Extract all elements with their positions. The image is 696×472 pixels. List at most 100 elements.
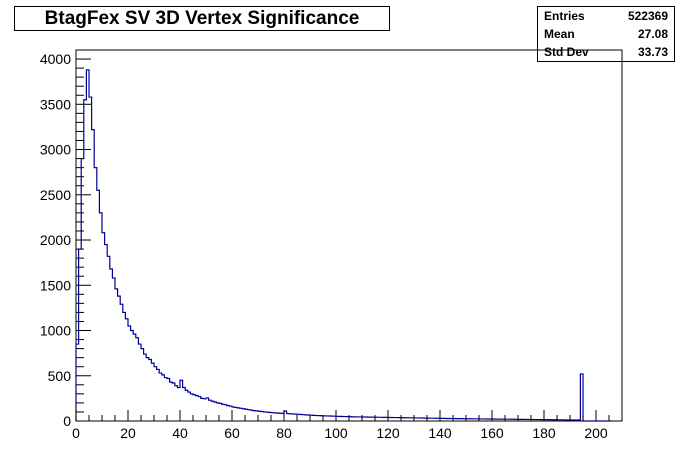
y-tick-label: 4000 [40, 51, 71, 67]
histogram-bin [396, 418, 399, 421]
y-tick-label: 2500 [40, 187, 71, 203]
x-tick-label: 40 [172, 425, 188, 441]
histogram-bin [497, 419, 500, 421]
histogram-bin [365, 417, 368, 421]
histogram-bin [172, 383, 175, 421]
histogram-bin [471, 419, 474, 421]
stats-entries-label: Entries [544, 9, 585, 23]
histogram-bin [456, 419, 459, 421]
stats-row-std: Std Dev 33.73 [538, 43, 674, 61]
y-tick-label: 500 [48, 368, 72, 384]
histogram-bin [289, 414, 292, 421]
histogram-bin [578, 420, 581, 421]
histogram-bin [339, 416, 342, 421]
histogram-bin [539, 420, 542, 421]
histogram-bin [573, 420, 576, 421]
histogram-bin [318, 416, 321, 421]
histogram-bin [131, 331, 134, 421]
histogram-bin [393, 418, 396, 421]
histogram-bin [99, 213, 102, 421]
y-tick-label: 3500 [40, 96, 71, 112]
histogram-bin [146, 358, 149, 421]
x-tick-label: 180 [532, 425, 556, 441]
histogram-bin [198, 397, 201, 421]
histogram-bin [248, 410, 251, 421]
histogram-bin [370, 417, 373, 421]
histogram-bin [159, 373, 162, 421]
y-tick-label: 0 [63, 413, 71, 429]
histogram-bin [188, 392, 191, 421]
histogram-bin [86, 70, 89, 421]
histogram-bin [279, 413, 282, 421]
histogram-bin [313, 415, 316, 421]
histogram-bin [565, 420, 568, 421]
histogram-bin [482, 419, 485, 421]
histogram-bin [102, 233, 105, 421]
histogram-bin [562, 420, 565, 421]
histogram-bin [430, 418, 433, 421]
histogram-bin [315, 416, 318, 421]
stats-std-label: Std Dev [544, 45, 589, 59]
histogram-bin [118, 296, 121, 421]
histogram-bin [508, 419, 511, 421]
histogram-bin [167, 378, 170, 421]
histogram-series-line [75, 69, 612, 422]
histogram-bin [227, 406, 230, 421]
histogram-bin [112, 278, 115, 421]
histogram-bin [526, 419, 529, 421]
plot-frame [75, 49, 623, 422]
histogram-bin [536, 420, 539, 421]
histogram-bin [287, 414, 290, 421]
histogram-bin [240, 408, 243, 421]
histogram-bin [224, 405, 227, 421]
histogram-bin [500, 419, 503, 421]
histogram-bin [367, 417, 370, 421]
histogram-bin [92, 130, 95, 421]
histogram-bin [344, 417, 347, 421]
histogram-bin [469, 419, 472, 421]
histogram-bin [448, 418, 451, 421]
histogram-bin [549, 420, 552, 421]
histogram-bin [575, 420, 578, 421]
x-tick-label: 120 [376, 425, 400, 441]
histogram-bin [484, 419, 487, 421]
histogram-bin [185, 390, 188, 421]
histogram-bin [292, 414, 295, 421]
histogram-bin [164, 378, 167, 421]
histogram-bin [235, 407, 238, 421]
histogram-bin [274, 413, 277, 421]
histogram-bin [128, 326, 131, 421]
histogram-bin [534, 420, 537, 421]
histogram-bin [76, 344, 79, 421]
histogram-bin [211, 401, 214, 421]
histogram-bin [162, 375, 165, 421]
histogram-bin [175, 386, 178, 421]
stats-std-value: 33.73 [637, 45, 668, 59]
y-tick-label: 1500 [40, 277, 71, 293]
histogram-bin [378, 417, 381, 421]
histogram-bin [435, 418, 438, 421]
histogram-bin [328, 416, 331, 421]
x-tick-label: 60 [224, 425, 240, 441]
histogram-bin [487, 419, 490, 421]
histogram-bin [404, 418, 407, 421]
y-tick-label: 2000 [40, 232, 71, 248]
histogram-bin [157, 369, 160, 421]
histogram-bin [97, 190, 100, 421]
histogram-bin [154, 367, 157, 421]
histogram-bin [523, 419, 526, 421]
x-tick-label: 80 [276, 425, 292, 441]
histogram-bin [513, 419, 516, 421]
x-tick-label: 200 [584, 425, 608, 441]
stats-entries-value: 522369 [627, 9, 668, 23]
histogram-bin [432, 418, 435, 421]
histogram-bin [383, 417, 386, 421]
stats-mean-label: Mean [544, 27, 575, 41]
histogram-bin [81, 159, 84, 421]
histogram-bin [300, 414, 303, 421]
x-tick-label: 140 [428, 425, 452, 441]
histogram-bin [253, 411, 256, 421]
histogram-bin [419, 418, 422, 421]
histogram-bin [445, 418, 448, 421]
chart-title: BtagFex SV 3D Vertex Significance [44, 7, 360, 29]
